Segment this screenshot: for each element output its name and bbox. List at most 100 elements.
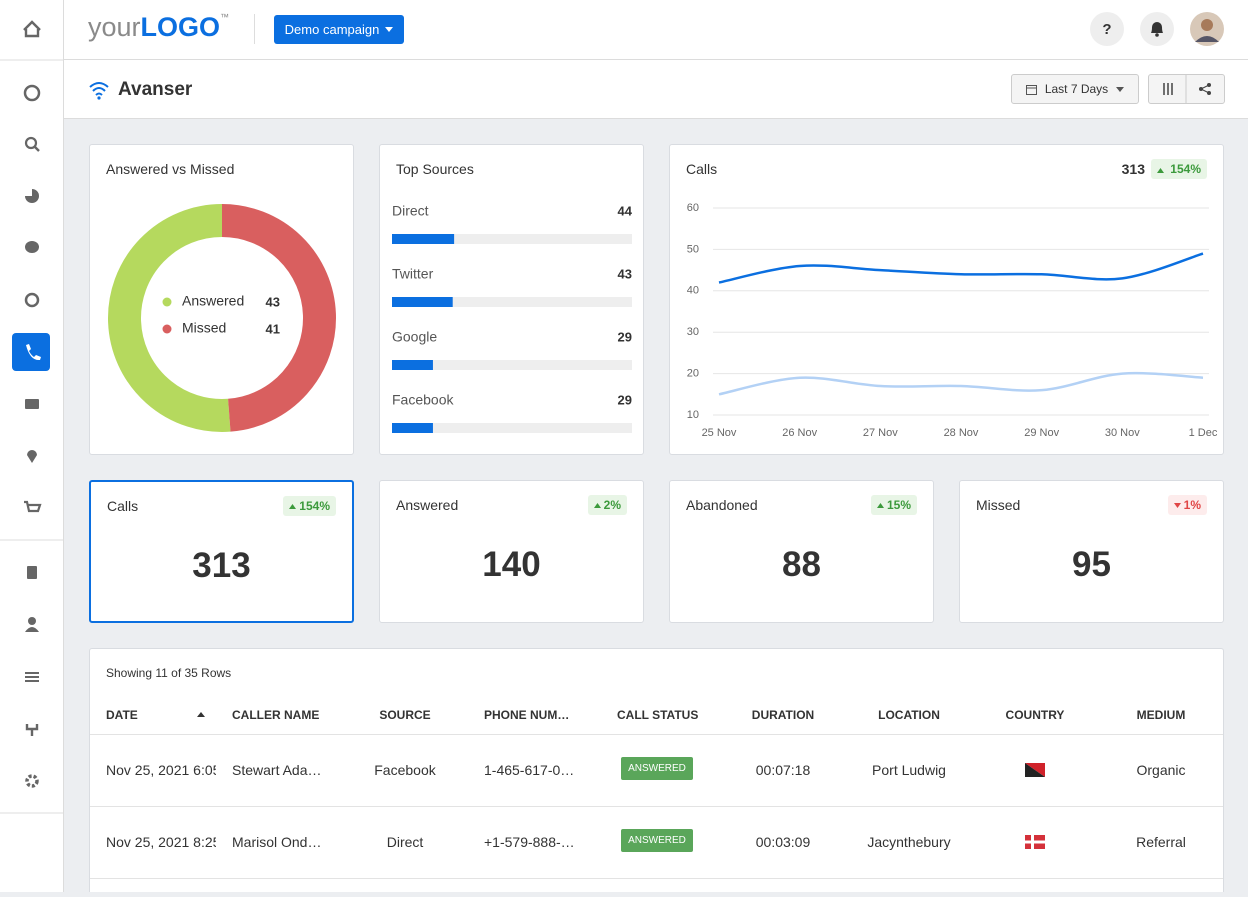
- kpi-card[interactable]: Answered 2% 140: [379, 480, 644, 623]
- table-cell: Stewart Ada…: [232, 762, 322, 778]
- kpi-label: Missed: [976, 497, 1021, 513]
- row-divider: [90, 878, 1223, 879]
- status-badge: ANSWERED: [621, 829, 693, 852]
- kpi-change: 2%: [587, 495, 627, 515]
- brand-icon: [89, 82, 109, 100]
- top-actions: ?: [1090, 12, 1224, 46]
- sort-arrow: [197, 712, 205, 717]
- column-header: MEDIUM: [1136, 708, 1186, 722]
- country-flag: [1025, 835, 1045, 849]
- help-button[interactable]: [1090, 12, 1124, 46]
- calls-icon-active[interactable]: [12, 333, 50, 371]
- kpi-label: Answered: [396, 497, 459, 513]
- user-icon[interactable]: [28, 617, 36, 625]
- legend-label: Answered: [182, 293, 244, 309]
- arrow-shape: [876, 502, 884, 508]
- arrow-shape: [1173, 502, 1181, 508]
- bar-track: [392, 423, 632, 433]
- cart-icon[interactable]: [24, 500, 42, 513]
- y-tick-label: 20: [687, 368, 699, 380]
- chat-icon[interactable]: [25, 241, 39, 253]
- logo[interactable]: yourLOGO™: [88, 12, 229, 43]
- legend-value: 41: [266, 321, 280, 336]
- legend-label: Missed: [182, 320, 226, 336]
- document-icon[interactable]: [27, 566, 37, 579]
- table-cell: 1-465-617-0…: [484, 762, 575, 778]
- kpi-change: 154%: [283, 496, 336, 516]
- y-tick-label: 40: [687, 285, 699, 297]
- donut-segment: [221, 204, 336, 432]
- calls-line-chart: 10 20 30 40 50 60 25 Nov 26 Nov 27 Nov 28 Nov 29 N…: [687, 202, 1218, 439]
- bar: [392, 360, 433, 370]
- bar: [392, 423, 433, 433]
- line-series: [718, 371, 1204, 396]
- home-icon[interactable]: [23, 20, 41, 38]
- toolbar: [1148, 74, 1225, 104]
- kpi-card[interactable]: Abandoned 15% 88: [669, 480, 934, 623]
- top-bar: yourLOGO™ Demo campaign ?: [64, 0, 1248, 60]
- kpi-card[interactable]: Missed 1% 95: [959, 480, 1224, 623]
- flag-part: [1025, 763, 1045, 777]
- email-icon[interactable]: [25, 399, 39, 409]
- location-icon[interactable]: [27, 450, 37, 463]
- card-title: Answered vs Missed: [106, 161, 235, 177]
- campaign-dropdown[interactable]: Demo campaign: [274, 15, 404, 44]
- kpi-label: Abandoned: [686, 497, 758, 513]
- x-tick-label: 28 Nov: [944, 427, 979, 439]
- table-cell: Jacynthebury: [867, 834, 951, 850]
- arrow-shape: [289, 503, 297, 509]
- source-value: 29: [618, 329, 632, 344]
- y-tick-label: 50: [687, 243, 699, 255]
- source-label: Facebook: [392, 392, 454, 408]
- sort-indicator: [197, 712, 205, 717]
- sources-card: Top Sources Direct 44 Twitter 43 Google 29 Fac…: [379, 144, 644, 455]
- y-tick-label: 60: [687, 202, 699, 214]
- dashboard-icon[interactable]: [23, 84, 41, 102]
- y-tick-label: 10: [687, 409, 699, 421]
- legend-value: 43: [266, 294, 280, 309]
- arrow-shape: [593, 502, 601, 508]
- page-header: Avanser Last 7 Days: [64, 60, 1248, 119]
- donut-chart: Answered 43 Missed 41: [108, 204, 336, 432]
- campaign-label: Demo campaign: [284, 22, 380, 37]
- kpi-change-value: 2%: [603, 498, 621, 512]
- column-header: CALL STATUS: [617, 708, 699, 722]
- trend-arrow: [289, 503, 297, 509]
- change-value: 154%: [1170, 162, 1201, 176]
- status-badge: ANSWERED: [621, 757, 693, 780]
- arrow-shape: [1157, 168, 1165, 173]
- donut-card: Answered vs Missed Answered 43 Missed 41: [89, 144, 354, 455]
- column-header: CALLER NAME: [232, 708, 320, 722]
- settings-icon[interactable]: [25, 774, 39, 788]
- column-header: DURATION: [751, 708, 815, 722]
- reports-icon[interactable]: [25, 189, 39, 203]
- sources-chart: Direct 44 Twitter 43 Google 29 Facebook 29: [392, 203, 633, 433]
- trend-arrow: [1157, 168, 1165, 173]
- plugin-icon[interactable]: [25, 724, 39, 736]
- bar-track: [392, 297, 632, 307]
- x-tick-label: 27 Nov: [863, 427, 898, 439]
- kpi-card[interactable]: Calls 154% 313: [89, 480, 354, 623]
- change-badge: 154%: [1151, 159, 1207, 179]
- date-range-label: Last 7 Days: [1044, 82, 1109, 96]
- search-icon[interactable]: [24, 136, 38, 150]
- logo-tm: ™: [220, 12, 230, 22]
- table-cell: Port Ludwig: [872, 762, 946, 778]
- legend-dot: [162, 324, 172, 334]
- source-label: Direct: [392, 203, 429, 219]
- source-value: 44: [618, 203, 633, 218]
- column-header: DATE: [106, 708, 138, 722]
- filter-button[interactable]: [1163, 83, 1173, 95]
- kpi-value: 140: [482, 545, 541, 584]
- seo-icon[interactable]: [24, 292, 40, 308]
- x-tick-label: 1 Dec: [1189, 427, 1218, 439]
- source-label: Google: [392, 329, 437, 345]
- kpi-value: 313: [192, 546, 251, 585]
- kpi-change: 15%: [870, 495, 917, 515]
- date-range-button[interactable]: Last 7 Days: [1011, 74, 1139, 104]
- kpi-change-value: 154%: [299, 499, 330, 513]
- calls-chart-card: Calls 313 154% 10 20 30 40 50 60 25 Nov 26 Nov 2…: [669, 144, 1224, 455]
- kpi-change: 1%: [1167, 495, 1207, 515]
- tasks-icon[interactable]: [25, 672, 39, 682]
- country-flag: [1025, 763, 1045, 777]
